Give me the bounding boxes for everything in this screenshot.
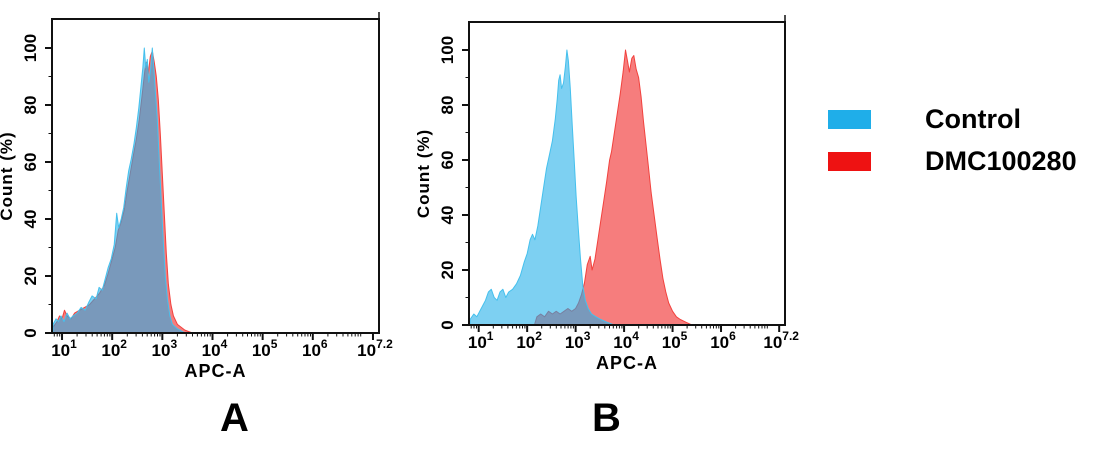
x-axis-tick-label: 105	[252, 337, 278, 360]
x-axis-tick-label: 103	[152, 337, 178, 360]
x-axis-tick-label: 103	[565, 329, 591, 352]
x-axis-tick-label: 101	[51, 337, 77, 360]
histogram-panel-a: 101 102 103 104 105 106 107.2 0 20 40 60 80 100 APC-A…	[0, 12, 393, 381]
y-axis-tick-label: 0	[438, 320, 457, 329]
control-histogram-area-b	[469, 49, 615, 326]
y-axis-tick-label: 100	[438, 36, 457, 64]
x-axis-tick-label: 104	[202, 337, 228, 360]
legend-item-dmc100280: DMC100280	[828, 146, 1077, 176]
control-color-swatch	[828, 109, 871, 129]
legend-item-control: Control	[828, 104, 1077, 134]
y-axis-tick-label: 20	[21, 267, 40, 286]
y-axis-title-b: Count (%)	[414, 129, 433, 218]
panel-a-letter: A	[220, 396, 250, 440]
legend-label-control: Control	[925, 104, 1021, 134]
legend-label-dmc100280: DMC100280	[925, 146, 1077, 176]
y-axis-tick-label: 40	[438, 206, 457, 225]
y-axis-tick-label: 40	[21, 210, 40, 229]
x-axis-title-a: APC-A	[185, 361, 247, 381]
y-axis-tick-label: 60	[21, 153, 40, 172]
dmc100280-color-swatch	[828, 151, 871, 171]
x-axis-tick-label: 107.2	[357, 337, 393, 360]
x-axis-tick-label: 101	[468, 329, 494, 352]
y-axis-title-a: Count (%)	[0, 131, 16, 220]
x-axis-tick-label: 107.2	[763, 329, 799, 352]
y-axis-tick-label: 80	[21, 96, 40, 115]
x-axis-title-b: APC-A	[596, 353, 658, 373]
panel-b-letter: B	[592, 396, 622, 440]
x-axis-tick-label: 104	[613, 329, 639, 352]
plot-box-a	[51, 18, 380, 334]
x-axis-tick-label: 106	[302, 337, 328, 360]
y-axis-tick-label: 20	[438, 261, 457, 280]
plot-box-b	[468, 21, 786, 326]
x-axis-tick-label: 102	[516, 329, 542, 352]
control-histogram-area-a	[52, 47, 186, 334]
x-axis-tick-label: 102	[101, 337, 127, 360]
y-axis-tick-label: 0	[21, 328, 40, 337]
x-axis-tick-label: 105	[662, 329, 688, 352]
y-axis-tick-label: 80	[438, 96, 457, 115]
histogram-panel-b: 101 102 103 104 105 106 107.2 0 20 40 60 80 100 APC-A…	[414, 15, 799, 373]
y-axis-tick-label: 60	[438, 151, 457, 170]
y-axis-tick-label: 100	[21, 34, 40, 62]
legend: Control DMC100280	[828, 104, 1077, 176]
x-axis-tick-label: 106	[710, 329, 736, 352]
